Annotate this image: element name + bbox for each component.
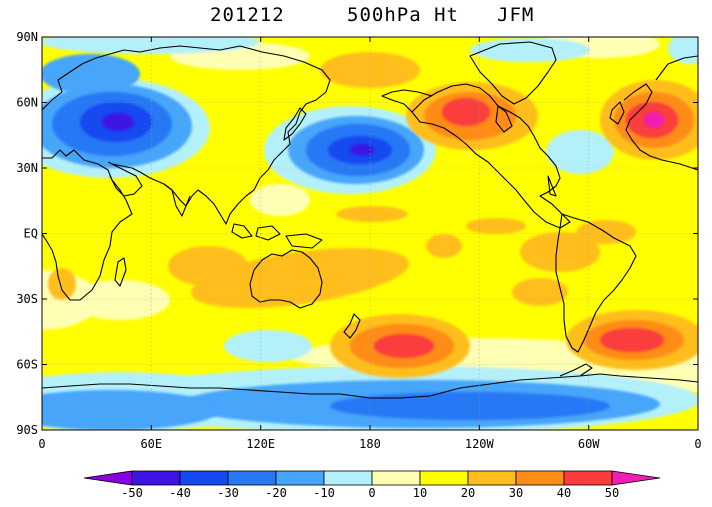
lat-label-60n: 60N [16, 96, 38, 110]
colorbar-swatch [563, 470, 613, 486]
chart-title: 201212 500hPa Ht JFM [0, 4, 712, 30]
colorbar-label: -10 [313, 486, 335, 500]
lon-label-120e: 120E [246, 437, 275, 451]
colorbar-label: 0 [368, 486, 375, 500]
colorbar-low-arrow [83, 470, 133, 486]
graticule [42, 37, 698, 430]
colorbar-high-arrow [611, 470, 661, 486]
colorbar-swatch [419, 470, 469, 486]
colorbar-label: 30 [509, 486, 523, 500]
lat-label-30n: 30N [16, 161, 38, 175]
colorbar-label: 40 [557, 486, 571, 500]
lon-label-120w: 120W [465, 437, 495, 451]
lat-label-90n: 90N [16, 30, 38, 44]
coastlines [42, 41, 698, 399]
colorbar-label: 50 [605, 486, 619, 500]
colorbar-label: -50 [121, 486, 143, 500]
lat-label-eq: EQ [24, 227, 38, 241]
lat-label-60s: 60S [16, 358, 38, 372]
title-date: 201212 [210, 4, 285, 26]
title-season: JFM [497, 4, 535, 26]
colorbar-label: -20 [265, 486, 287, 500]
lon-label-0: 0 [38, 437, 45, 451]
colorbar-swatch [275, 470, 325, 486]
colorbar-swatch [227, 470, 277, 486]
lat-label-30s: 30S [16, 292, 38, 306]
lat-label-90s: 90S [16, 423, 38, 437]
lon-label-180: 180 [359, 437, 381, 451]
colorbar: -50 -40 -30 -20 -10 0 10 20 30 40 50 [83, 470, 661, 500]
longitude-labels: 0 60E 120E 180 120W 60W 0 [38, 37, 702, 451]
colorbar-swatch [371, 470, 421, 486]
colorbar-swatch [515, 470, 565, 486]
colorbar-swatch [131, 470, 181, 486]
colorbar-swatch [467, 470, 517, 486]
colorbar-swatch [179, 470, 229, 486]
colorbar-label: 20 [461, 486, 475, 500]
lon-label-60w: 60W [578, 437, 600, 451]
title-field: 500hPa Ht [347, 4, 459, 26]
colorbar-label: -30 [217, 486, 239, 500]
lon-label-0-end: 0 [694, 437, 701, 451]
colorbar-swatch [323, 470, 373, 486]
colorbar-label: -40 [169, 486, 191, 500]
lon-label-60e: 60E [140, 437, 162, 451]
colorbar-label: 10 [413, 486, 427, 500]
latitude-labels: 90N 60N 30N EQ 30S 60S 90S [16, 30, 698, 437]
